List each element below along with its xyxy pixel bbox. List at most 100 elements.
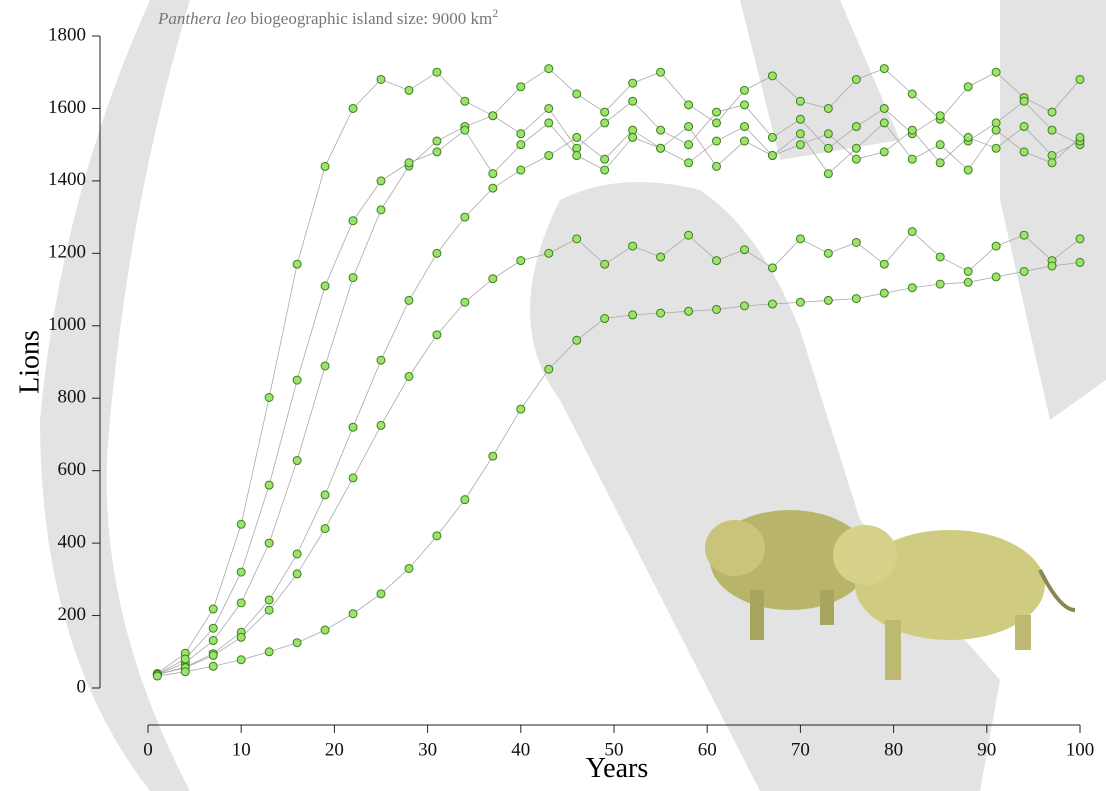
data-point xyxy=(516,140,526,150)
data-point xyxy=(795,297,805,307)
run-line xyxy=(157,122,1081,675)
data-point xyxy=(739,245,749,255)
data-point xyxy=(656,67,666,77)
watermark xyxy=(40,0,1106,791)
data-point xyxy=(823,129,833,139)
data-point xyxy=(572,89,582,99)
data-point xyxy=(991,125,1001,135)
data-point xyxy=(907,125,917,135)
data-point xyxy=(544,64,554,74)
data-point xyxy=(1047,107,1057,117)
data-point xyxy=(628,78,638,88)
data-point xyxy=(460,125,470,135)
x-tick-label: 0 xyxy=(143,739,153,760)
data-point xyxy=(684,140,694,150)
x-tick-label: 50 xyxy=(605,739,624,760)
data-point xyxy=(879,64,889,74)
data-point xyxy=(795,96,805,106)
x-tick-label: 100 xyxy=(1066,739,1095,760)
data-point xyxy=(432,136,442,146)
data-point xyxy=(348,103,358,113)
data-point xyxy=(236,632,246,642)
y-tick-label: 1000 xyxy=(48,314,86,335)
data-point xyxy=(991,241,1001,251)
y-tick-label: 1800 xyxy=(48,24,86,45)
run-line xyxy=(157,126,1081,675)
data-point xyxy=(739,301,749,311)
data-point xyxy=(767,263,777,273)
data-point xyxy=(935,252,945,262)
data-point xyxy=(656,308,666,318)
data-point xyxy=(404,295,414,305)
title-text: biogeographic island size: 9000 km xyxy=(251,9,493,28)
data-point xyxy=(1075,74,1085,84)
data-point xyxy=(823,143,833,153)
data-point xyxy=(320,361,330,371)
y-tick-label: 600 xyxy=(58,459,87,480)
data-point xyxy=(712,304,722,314)
data-point xyxy=(516,256,526,266)
y-axis-label: Lions xyxy=(14,330,45,394)
data-point xyxy=(460,96,470,106)
data-point xyxy=(264,647,274,657)
data-point xyxy=(1047,158,1057,168)
data-point xyxy=(907,283,917,293)
data-point xyxy=(907,154,917,164)
data-point xyxy=(264,595,274,605)
y-tick-label: 1200 xyxy=(48,242,86,263)
x-tick-label: 30 xyxy=(418,739,437,760)
data-point xyxy=(432,67,442,77)
data-point xyxy=(963,266,973,276)
data-point xyxy=(208,650,218,660)
data-point xyxy=(628,241,638,251)
data-point xyxy=(292,638,302,648)
data-point xyxy=(628,310,638,320)
data-point xyxy=(935,111,945,121)
data-point xyxy=(572,335,582,345)
data-point xyxy=(264,480,274,490)
data-point xyxy=(1019,266,1029,276)
run-line xyxy=(157,261,1081,677)
data-point xyxy=(572,132,582,142)
data-point xyxy=(851,143,861,153)
data-point xyxy=(684,306,694,316)
title-superscript: 2 xyxy=(492,6,498,20)
data-point xyxy=(348,609,358,619)
data-point xyxy=(544,248,554,258)
data-point xyxy=(348,473,358,483)
data-point xyxy=(684,230,694,240)
run-line xyxy=(157,100,1081,675)
data-point xyxy=(432,147,442,157)
data-point xyxy=(851,294,861,304)
data-point xyxy=(795,129,805,139)
y-tick-label: 1600 xyxy=(48,97,86,118)
data-point xyxy=(963,82,973,92)
data-point xyxy=(739,85,749,95)
data-point xyxy=(460,212,470,222)
data-point xyxy=(432,531,442,541)
y-tick-label: 0 xyxy=(77,676,87,697)
data-point xyxy=(991,143,1001,153)
data-point xyxy=(376,355,386,365)
x-tick-label: 80 xyxy=(884,739,903,760)
data-point xyxy=(292,456,302,466)
data-point xyxy=(376,589,386,599)
data-point xyxy=(879,118,889,128)
data-point xyxy=(1075,257,1085,267)
data-point xyxy=(264,605,274,615)
data-point xyxy=(348,422,358,432)
data-point xyxy=(600,107,610,117)
data-point xyxy=(851,154,861,164)
data-point xyxy=(208,636,218,646)
data-point xyxy=(544,151,554,161)
data-point xyxy=(320,524,330,534)
data-point xyxy=(376,176,386,186)
data-point xyxy=(488,111,498,121)
data-point xyxy=(712,161,722,171)
data-point xyxy=(656,252,666,262)
data-point xyxy=(460,297,470,307)
data-point xyxy=(208,661,218,671)
y-tick-label: 800 xyxy=(58,387,87,408)
data-point xyxy=(823,248,833,258)
data-point xyxy=(600,259,610,269)
